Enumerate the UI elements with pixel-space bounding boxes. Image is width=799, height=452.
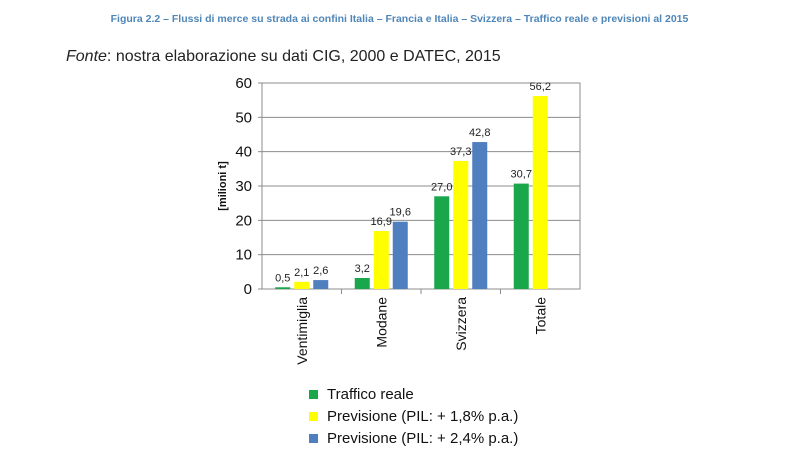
bar (373, 230, 389, 289)
bar (275, 287, 291, 289)
source-text: : nostra elaborazione su dati CIG, 2000 … (106, 48, 501, 65)
legend-item-traffico-reale: Traffico reale (309, 383, 518, 405)
chart-legend: Traffico reale Previsione (PIL: + 1,8% p… (309, 383, 518, 449)
bar (392, 221, 408, 289)
y-tick-label: 10 (235, 247, 252, 264)
data-label: 3,2 (355, 263, 370, 275)
bar (453, 160, 469, 289)
legend-label: Previsione (PIL: + 2,4% p.a.) (327, 429, 519, 447)
x-tick-label: Totale (532, 297, 548, 335)
y-tick-label: 30 (235, 178, 252, 195)
data-label: 27,0 (431, 181, 452, 193)
figure-title: Figura 2.2 – Flussi di merce su strada a… (110, 13, 689, 25)
data-label: 56,2 (530, 81, 551, 93)
legend-swatch (309, 411, 318, 421)
data-label: 16,9 (371, 216, 392, 228)
data-label: 37,3 (450, 146, 471, 158)
x-tick-label: Ventimiglia (294, 297, 310, 365)
data-label: 2,1 (294, 267, 309, 279)
bar (313, 280, 329, 289)
source-note: Fonte: nostra elaborazione su dati CIG, … (66, 48, 501, 66)
bar (294, 281, 310, 289)
data-label: 19,6 (390, 207, 411, 219)
legend-label: Traffico reale (327, 385, 414, 403)
y-tick-label: 20 (235, 212, 252, 229)
source-italic: Fonte (66, 48, 107, 65)
legend-swatch (309, 389, 318, 399)
bar (532, 96, 548, 290)
bar (472, 142, 488, 289)
data-label: 42,8 (469, 127, 490, 139)
bar (434, 196, 450, 289)
y-tick-label: 0 (244, 281, 252, 298)
y-tick-label: 40 (235, 144, 252, 161)
y-tick-label: 60 (235, 75, 252, 92)
data-label: 30,7 (511, 169, 532, 181)
legend-item-previsione-24: Previsione (PIL: + 2,4% p.a.) (309, 427, 518, 449)
legend-swatch (309, 433, 318, 443)
bar (354, 278, 370, 289)
legend-item-previsione-18: Previsione (PIL: + 1,8% p.a.) (309, 405, 518, 427)
y-axis-label: [milioni t] (217, 161, 229, 211)
bar (513, 183, 529, 289)
x-tick-label: Svizzera (453, 297, 469, 351)
x-tick-label: Modane (373, 297, 389, 348)
data-label: 2,6 (313, 265, 328, 277)
data-label: 0,5 (275, 272, 290, 284)
y-tick-label: 50 (235, 109, 252, 126)
legend-label: Previsione (PIL: + 1,8% p.a.) (327, 407, 519, 425)
